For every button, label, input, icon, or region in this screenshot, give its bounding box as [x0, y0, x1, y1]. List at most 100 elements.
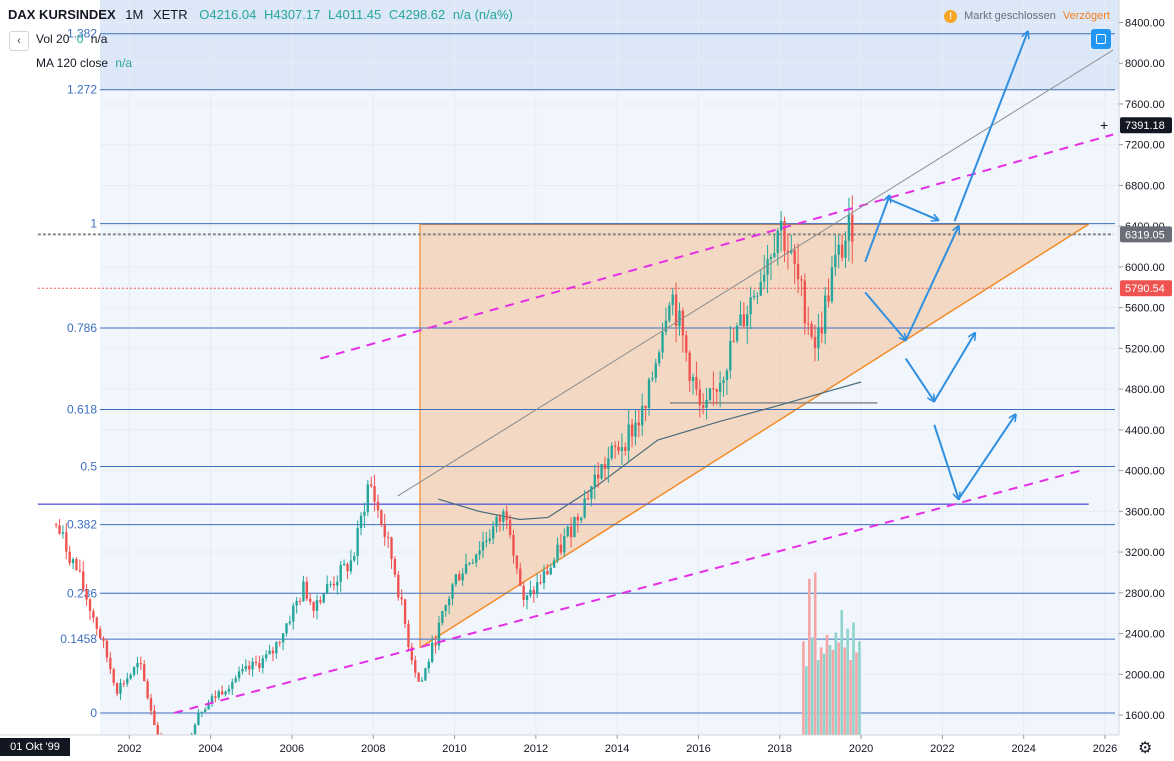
- candle-body: [434, 642, 437, 646]
- candle-body: [400, 597, 403, 600]
- candle-body: [461, 573, 464, 581]
- candle-body: [342, 563, 346, 566]
- time-tick-label: 2014: [605, 743, 629, 755]
- candle-body: [325, 584, 329, 594]
- candle-body: [827, 295, 830, 302]
- candle-body: [674, 294, 678, 327]
- candle-body: [136, 663, 139, 668]
- candle-body: [102, 638, 105, 641]
- crosshair-date-label: 01 Okt '99: [0, 738, 70, 756]
- price-tick-label: 5200.00: [1125, 343, 1165, 355]
- collapse-legend-icon[interactable]: ‹: [9, 31, 29, 51]
- fib-label: 1: [90, 217, 97, 231]
- volume-bar: [825, 635, 829, 735]
- gear-icon[interactable]: ⚙: [1138, 740, 1153, 757]
- candle-body: [688, 352, 691, 381]
- candle-body: [580, 517, 583, 521]
- projection-arrow: [904, 358, 934, 402]
- candle-body: [844, 240, 847, 258]
- fib-label: 1.382: [67, 27, 97, 41]
- candle-body: [712, 388, 715, 390]
- candle-body: [339, 565, 342, 582]
- time-tick-label: 2026: [1093, 743, 1117, 755]
- fib-label: 0.5: [80, 460, 97, 474]
- price-axis[interactable]: 1600.00 2000.00 2400.00 2800.00 3200.00 3600.…: [1118, 0, 1174, 761]
- candle-body: [681, 310, 685, 336]
- candle-body: [220, 691, 224, 695]
- candle-body: [227, 688, 231, 692]
- candle-body: [210, 696, 214, 703]
- fib-levels: 0 0.1458 0.236 0.382 0.5 0.618 0.786 1 1.272 1.38…: [60, 27, 1115, 720]
- price-tick-label: 1600.00: [1125, 710, 1165, 722]
- candle-body: [88, 599, 92, 612]
- candle-body: [475, 554, 478, 563]
- price-tick-label: 3600.00: [1125, 506, 1165, 518]
- time-tick-label: 2024: [1011, 743, 1035, 755]
- candle-body: [458, 574, 461, 581]
- price-axis-background: [1119, 0, 1174, 761]
- projection-arrow: [933, 333, 975, 402]
- candle-body: [424, 668, 427, 681]
- candle-body: [214, 696, 217, 698]
- volume-bar: [846, 628, 849, 735]
- price-tick-label: 2400.00: [1125, 629, 1165, 641]
- candle-body: [319, 600, 322, 603]
- candle-body: [231, 682, 234, 689]
- candle-body: [641, 405, 644, 426]
- interval[interactable]: 1M: [125, 7, 144, 22]
- trend-lines: [173, 49, 1114, 714]
- fib-label: 0.786: [67, 321, 97, 335]
- candle-body: [627, 424, 630, 451]
- candle-body: [373, 486, 376, 502]
- candle-body: [98, 628, 102, 639]
- candle-body: [488, 538, 491, 541]
- candle-body: [654, 363, 657, 379]
- candle-body: [329, 583, 332, 585]
- volume-indicator-label: Vol 20: [36, 32, 70, 46]
- price-tick-label: 6800.00: [1125, 180, 1165, 192]
- candle-body: [742, 314, 746, 327]
- candle-body: [193, 724, 197, 735]
- auto-scale-button[interactable]: [1091, 29, 1111, 49]
- price-tick-label: 4400.00: [1125, 425, 1165, 437]
- price-label-box: [1120, 226, 1172, 243]
- candle-body: [620, 447, 624, 451]
- market-status[interactable]: ! Markt geschlossen Verzögert: [944, 10, 1110, 23]
- candle-body: [126, 678, 129, 684]
- candle-body: [593, 474, 596, 487]
- candle-body: [813, 336, 817, 349]
- triangle-hypotenuse: [419, 223, 1090, 649]
- candle-body: [519, 568, 522, 586]
- time-axis[interactable]: 2002 2004 2006 2008 2010 2012 2014 2016 2018 2020…: [0, 734, 1174, 761]
- crosshair-plus-icon[interactable]: +: [1100, 117, 1109, 133]
- candle-body: [590, 486, 593, 499]
- candle-body: [708, 388, 712, 400]
- volume-bar: [858, 641, 861, 735]
- candle-body: [295, 600, 298, 606]
- candle-body: [271, 650, 275, 654]
- volume-indicator-legend[interactable]: Vol 20 0 n/a: [36, 32, 107, 46]
- candle-body: [810, 323, 813, 337]
- time-tick-label: 2002: [117, 743, 141, 755]
- time-tick-label: 2010: [442, 743, 466, 755]
- ma-indicator-legend[interactable]: MA 120 close n/a: [36, 56, 132, 70]
- candle-body: [749, 297, 752, 315]
- candle-body: [95, 617, 98, 629]
- candle-body: [312, 601, 315, 611]
- candle-body: [505, 511, 508, 520]
- price-tick-label: 4000.00: [1125, 466, 1165, 478]
- candle-body: [702, 405, 705, 408]
- ohlc-change: n/a (n/a%): [452, 7, 513, 22]
- candle-body: [309, 598, 312, 602]
- candle-body: [200, 711, 203, 714]
- candle-body: [847, 214, 851, 241]
- candle-body: [65, 532, 68, 552]
- price-tick-label: 7600.00: [1125, 99, 1165, 111]
- candle-body: [495, 516, 498, 527]
- time-tick-label: 2008: [361, 743, 385, 755]
- exchange: XETR: [152, 7, 188, 22]
- symbol-name[interactable]: DAX KURSINDEX: [8, 7, 116, 22]
- candle-body: [356, 528, 359, 557]
- projection-arrow: [885, 196, 938, 220]
